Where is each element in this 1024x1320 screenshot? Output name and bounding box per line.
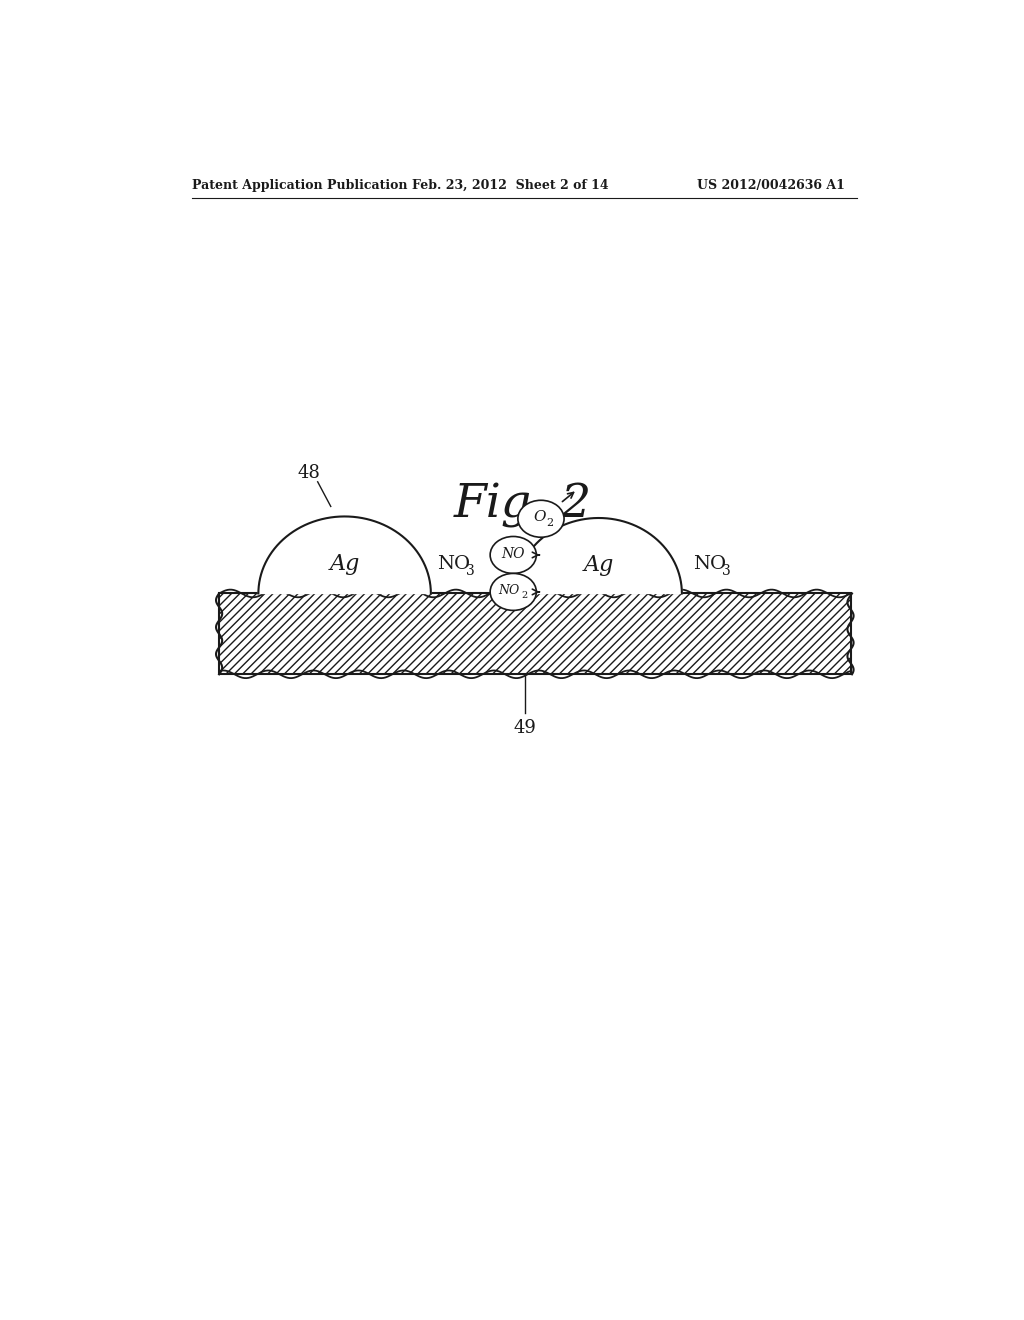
Text: 2: 2 [547,517,554,528]
Text: Feb. 23, 2012  Sheet 2 of 14: Feb. 23, 2012 Sheet 2 of 14 [412,178,608,191]
Ellipse shape [518,500,564,537]
Bar [219,594,851,675]
Ellipse shape [490,536,537,573]
Text: US 2012/0042636 A1: US 2012/0042636 A1 [696,178,845,191]
Text: Fig. 2: Fig. 2 [454,482,593,528]
Text: Patent Application Publication: Patent Application Publication [193,178,408,191]
Text: Ag: Ag [330,553,359,576]
Text: NO: NO [437,556,470,573]
Text: NO: NO [692,556,726,573]
Text: O: O [534,511,546,524]
Ellipse shape [490,573,537,610]
Text: 2: 2 [521,591,527,601]
Text: 3: 3 [466,564,475,578]
Text: NO: NO [498,583,519,597]
Text: 3: 3 [722,564,731,578]
Text: 48: 48 [298,463,321,482]
Polygon shape [258,516,431,594]
Polygon shape [515,517,682,594]
Text: 49: 49 [513,719,537,737]
Text: Ag: Ag [584,554,614,576]
Text: NO: NO [502,548,525,561]
